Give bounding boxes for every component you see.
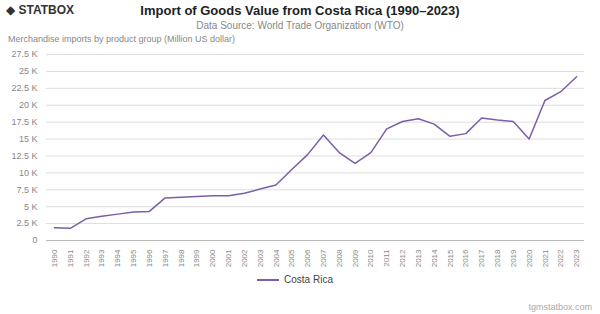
svg-text:2013: 2013: [414, 249, 423, 267]
svg-text:2016: 2016: [461, 249, 470, 267]
svg-text:2000: 2000: [208, 249, 217, 267]
svg-text:0: 0: [32, 235, 37, 245]
html-text:◆ STATBOX: ◆ STATBOX: [6, 3, 75, 17]
svg-text:2023: 2023: [572, 249, 581, 267]
svg-text:1997: 1997: [161, 249, 170, 267]
svg-text:2006: 2006: [303, 249, 312, 267]
svg-text:20 K: 20 K: [19, 100, 38, 110]
html-text:Costa Rica: Costa Rica: [284, 274, 333, 285]
svg-text:22.5 K: 22.5 K: [11, 83, 37, 93]
svg-text:27.5 K: 27.5 K: [11, 49, 37, 59]
html-text:Import of Goods Value from Cos: Import of Goods Value from Costa Rica (1…: [140, 3, 460, 18]
svg-text:2017: 2017: [477, 249, 486, 267]
svg-text:1991: 1991: [66, 249, 75, 267]
svg-text:17.5 K: 17.5 K: [11, 117, 37, 127]
svg-text:2007: 2007: [319, 249, 328, 267]
svg-text:2022: 2022: [556, 249, 565, 267]
svg-text:2014: 2014: [430, 249, 439, 267]
html-text:Data Source: World Trade Organ: Data Source: World Trade Organization (W…: [196, 20, 404, 31]
svg-text:1992: 1992: [82, 249, 91, 267]
svg-text:15 K: 15 K: [19, 134, 38, 144]
svg-text:2021: 2021: [541, 249, 550, 267]
svg-text:1995: 1995: [129, 249, 138, 267]
svg-text:2001: 2001: [224, 249, 233, 267]
svg-text:2003: 2003: [256, 249, 265, 267]
svg-text:2020: 2020: [525, 249, 534, 267]
svg-text:1994: 1994: [113, 249, 122, 267]
svg-text:2018: 2018: [493, 249, 502, 267]
svg-text:1998: 1998: [177, 249, 186, 267]
svg-text:2004: 2004: [272, 249, 281, 267]
svg-text:7.5 K: 7.5 K: [16, 185, 37, 195]
svg-text:1990: 1990: [50, 249, 59, 267]
svg-text:10 K: 10 K: [19, 168, 38, 178]
svg-text:2011: 2011: [382, 249, 391, 267]
svg-text:2.5 K: 2.5 K: [16, 218, 37, 228]
svg-text:2015: 2015: [446, 249, 455, 267]
html-text:tgmstatbox.com: tgmstatbox.com: [528, 302, 592, 312]
svg-text:2012: 2012: [398, 249, 407, 267]
svg-text:2005: 2005: [287, 249, 296, 267]
html-text:Merchandise imports by product: Merchandise imports by product group (Mi…: [8, 34, 236, 44]
svg-text:1999: 1999: [192, 249, 201, 267]
svg-text:1996: 1996: [145, 249, 154, 267]
svg-text:2008: 2008: [335, 249, 344, 267]
svg-text:2010: 2010: [366, 249, 375, 267]
svg-text:25 K: 25 K: [19, 66, 38, 76]
svg-text:5 K: 5 K: [24, 202, 38, 212]
svg-text:2002: 2002: [240, 249, 249, 267]
svg-text:12.5 K: 12.5 K: [11, 151, 37, 161]
svg-text:1993: 1993: [97, 249, 106, 267]
svg-text:2019: 2019: [509, 249, 518, 267]
svg-text:2009: 2009: [351, 249, 360, 267]
